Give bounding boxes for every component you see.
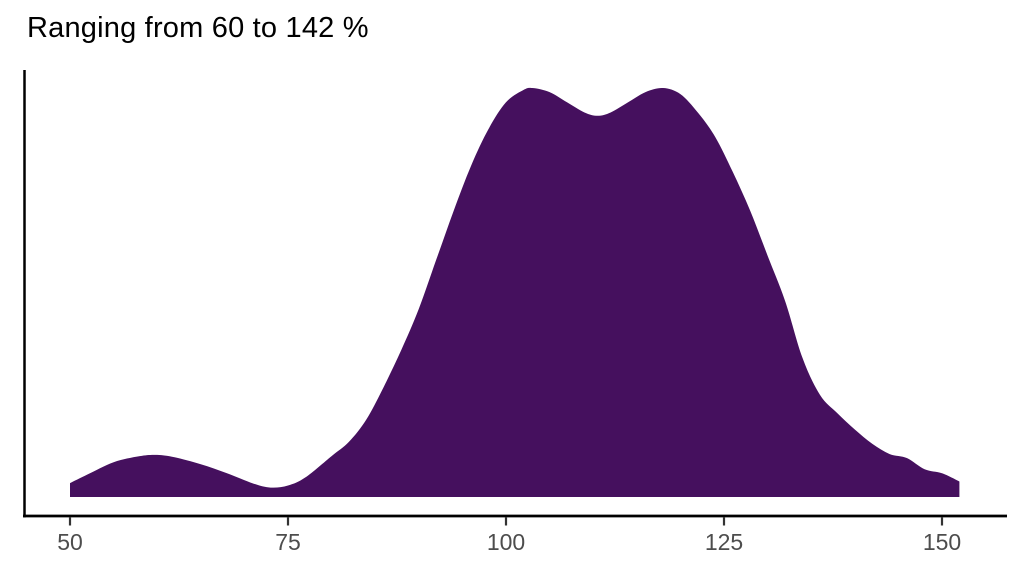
- density-area: [70, 87, 960, 497]
- x-axis-tick-label: 50: [57, 529, 83, 555]
- x-axis-tick-label: 75: [275, 529, 301, 555]
- x-axis-tick-label: 125: [705, 529, 743, 555]
- x-axis-tick-label: 150: [923, 529, 961, 555]
- x-axis-tick-label: 100: [487, 529, 525, 555]
- chart-title: Ranging from 60 to 142 %: [27, 12, 369, 44]
